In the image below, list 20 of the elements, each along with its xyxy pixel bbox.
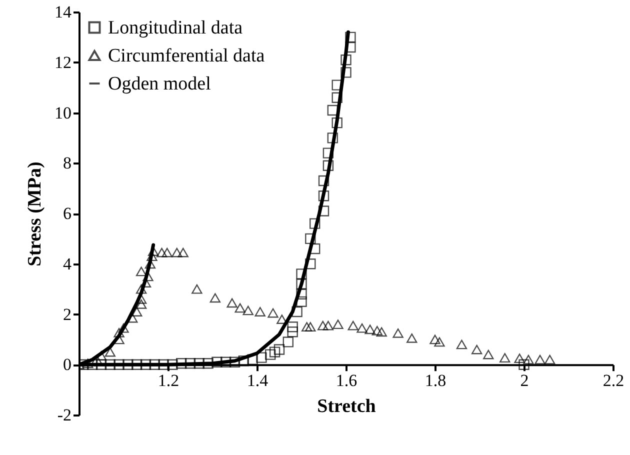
x-tick-label: 2 xyxy=(520,371,529,390)
x-tick-label: 1.4 xyxy=(246,371,269,390)
y-tick-label: 14 xyxy=(54,2,72,22)
y-tick-label: 6 xyxy=(63,204,72,223)
legend-label: Longitudinal data xyxy=(108,18,244,38)
y-tick-label: 12 xyxy=(54,52,72,72)
x-axis-title: Stretch xyxy=(317,396,376,418)
legend-label: Ogden model xyxy=(108,74,211,94)
legend-label: Circumferential data xyxy=(108,46,266,66)
x-tick-label: 1.6 xyxy=(336,371,358,390)
y-tick-label: 4 xyxy=(63,254,72,274)
x-tick-label: 1.8 xyxy=(424,371,446,390)
y-tick-label: 10 xyxy=(54,103,72,122)
y-tick-label: 2 xyxy=(63,304,72,324)
x-tick-label: 1.2 xyxy=(158,371,180,390)
y-tick-label: 8 xyxy=(63,154,72,173)
y-tick-label: 0 xyxy=(63,355,72,374)
x-tick-label: 2.2 xyxy=(602,371,624,390)
y-tick-label: -2 xyxy=(57,406,72,424)
y-axis-title: Stress (MPa) xyxy=(24,162,46,266)
